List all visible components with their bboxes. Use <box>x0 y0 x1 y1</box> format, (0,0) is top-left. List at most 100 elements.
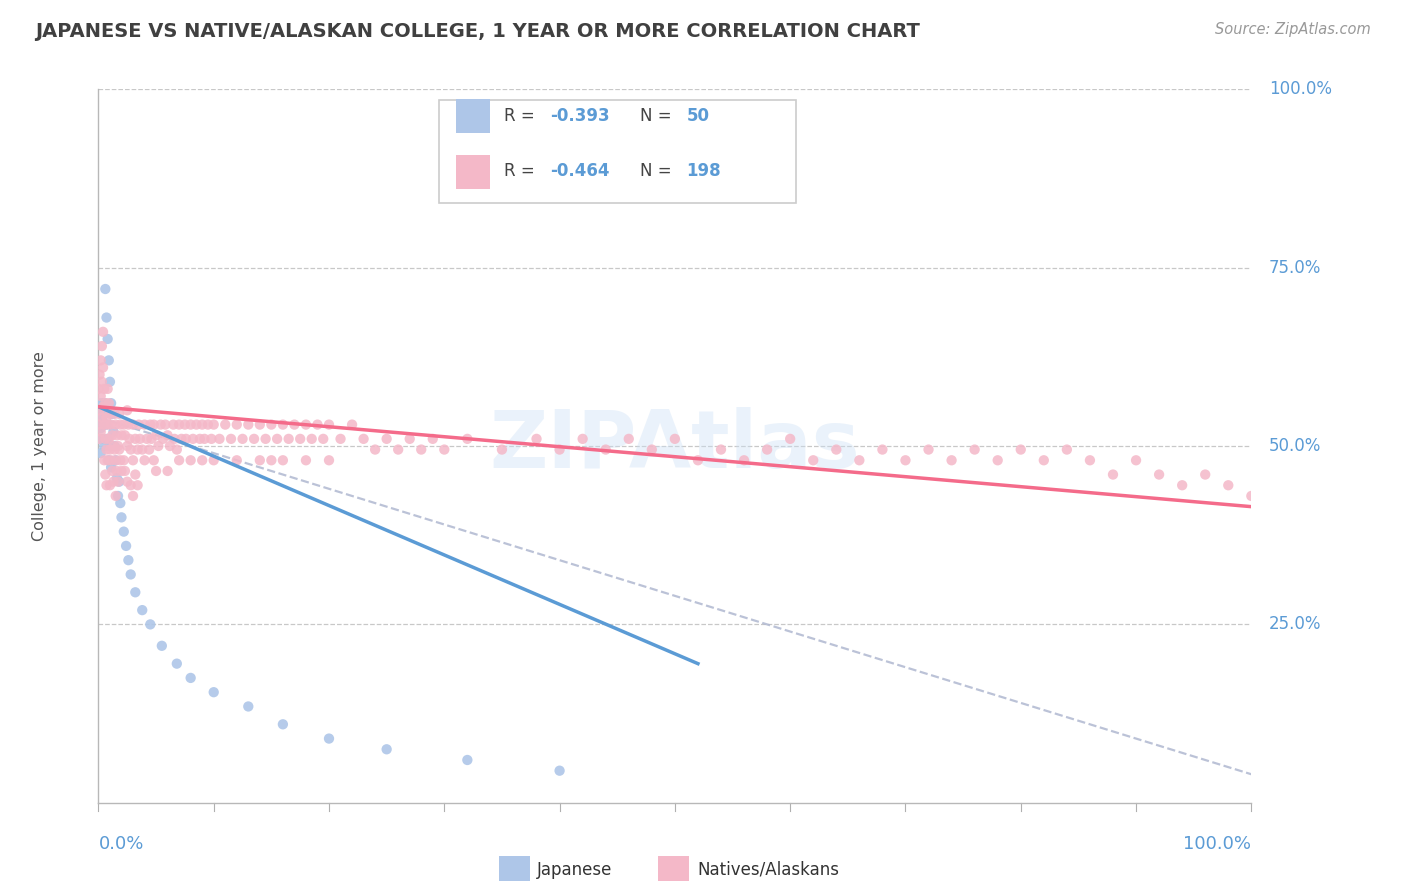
Point <box>87 417 110 432</box>
Point <box>180 417 202 432</box>
Point <box>104 453 127 467</box>
Text: 50.0%: 50.0% <box>1268 437 1322 455</box>
Point <box>202 417 225 432</box>
Point <box>548 764 571 778</box>
Point <box>166 657 188 671</box>
Point <box>89 432 111 446</box>
Point <box>115 539 138 553</box>
Point <box>456 753 478 767</box>
Point <box>101 428 124 442</box>
Point <box>148 439 170 453</box>
Point <box>103 425 125 439</box>
Point <box>134 453 156 467</box>
Point <box>103 407 125 421</box>
Point <box>98 375 121 389</box>
Point <box>686 453 709 467</box>
Point <box>159 439 181 453</box>
Point <box>491 442 513 457</box>
Point <box>105 428 128 442</box>
Point <box>90 389 112 403</box>
Point <box>139 617 162 632</box>
Point <box>145 428 167 442</box>
Point <box>98 478 121 492</box>
Point <box>91 325 114 339</box>
Point <box>90 375 112 389</box>
Point <box>128 417 150 432</box>
Point <box>97 453 120 467</box>
Point <box>1078 453 1101 467</box>
Point <box>295 417 318 432</box>
Point <box>254 432 277 446</box>
Point <box>96 410 118 425</box>
Point <box>129 432 152 446</box>
Point <box>197 417 219 432</box>
Point <box>1125 453 1147 467</box>
Point <box>1240 489 1263 503</box>
Point <box>271 417 294 432</box>
Point <box>97 453 120 467</box>
Point <box>100 460 122 475</box>
Point <box>90 421 112 435</box>
Point <box>90 425 112 439</box>
Point <box>91 417 114 432</box>
Point <box>96 442 118 457</box>
Point <box>117 553 139 567</box>
Point <box>98 442 121 457</box>
Point <box>110 464 132 478</box>
Point <box>398 432 420 446</box>
Point <box>1056 442 1078 457</box>
Point <box>112 524 135 539</box>
Text: N =: N = <box>640 162 678 180</box>
Point <box>1010 442 1032 457</box>
Point <box>1147 467 1170 482</box>
Point <box>141 432 163 446</box>
Point <box>89 403 111 417</box>
Point <box>103 439 125 453</box>
Point <box>139 417 162 432</box>
Point <box>97 332 120 346</box>
Point <box>249 453 271 467</box>
Point <box>89 432 111 446</box>
Text: R =: R = <box>505 107 540 125</box>
Point <box>180 671 202 685</box>
Text: 75.0%: 75.0% <box>1268 259 1322 277</box>
Point <box>90 446 112 460</box>
Point <box>756 442 779 457</box>
Point <box>174 417 197 432</box>
Point <box>963 442 986 457</box>
Point <box>312 432 335 446</box>
Point <box>97 417 120 432</box>
Point <box>353 432 375 446</box>
Point <box>93 382 115 396</box>
Point <box>894 453 917 467</box>
Point <box>1102 467 1125 482</box>
Point <box>249 417 271 432</box>
Point <box>110 428 132 442</box>
Point <box>93 417 115 432</box>
Point <box>117 403 138 417</box>
Point <box>98 407 121 421</box>
Point <box>105 464 128 478</box>
Point <box>295 453 318 467</box>
Point <box>266 432 288 446</box>
Point <box>107 439 129 453</box>
Point <box>93 439 115 453</box>
Point <box>110 453 132 467</box>
Point <box>89 368 111 382</box>
Text: Source: ZipAtlas.com: Source: ZipAtlas.com <box>1215 22 1371 37</box>
Point <box>167 453 190 467</box>
Point <box>149 417 172 432</box>
Point <box>93 407 115 421</box>
Point <box>162 417 184 432</box>
Point <box>108 407 131 421</box>
Point <box>131 603 153 617</box>
Point <box>103 442 125 457</box>
Point <box>617 432 640 446</box>
Text: -0.464: -0.464 <box>550 162 610 180</box>
Point <box>219 432 242 446</box>
Point <box>364 442 387 457</box>
Point <box>117 439 138 453</box>
Point <box>208 432 231 446</box>
Point <box>318 417 340 432</box>
Point <box>238 699 260 714</box>
